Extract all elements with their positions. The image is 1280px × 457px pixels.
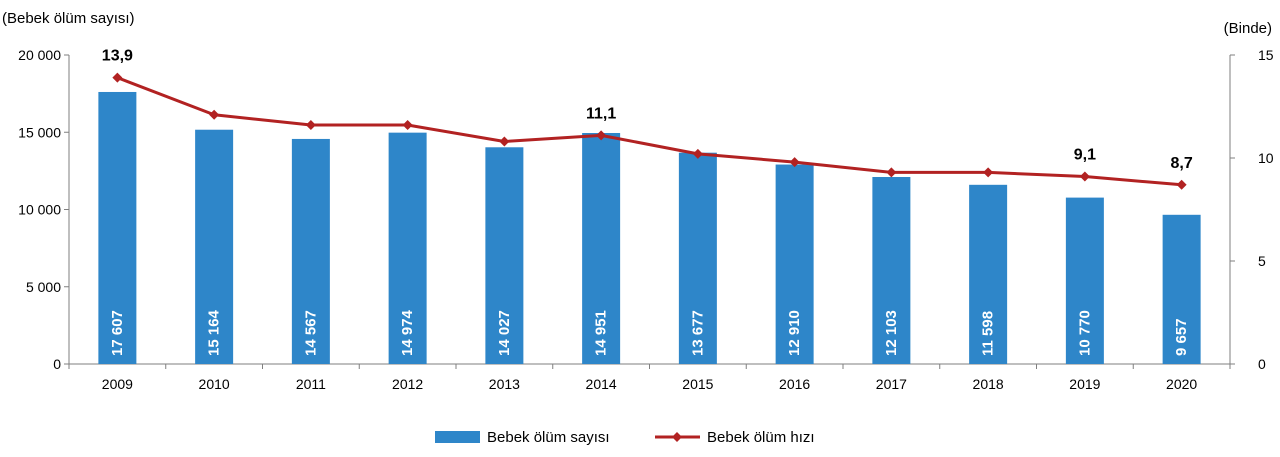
bar-value-label: 14 974 bbox=[399, 309, 416, 356]
right-tick-label: 15 bbox=[1258, 47, 1274, 63]
rate-marker bbox=[789, 157, 800, 168]
x-tick-label: 2014 bbox=[586, 376, 617, 392]
x-tick-label: 2017 bbox=[876, 376, 907, 392]
x-tick-label: 2016 bbox=[779, 376, 810, 392]
x-tick-label: 2019 bbox=[1069, 376, 1100, 392]
bar-value-label: 10 770 bbox=[1076, 310, 1093, 356]
right-axis-title: (Binde) bbox=[1224, 20, 1272, 37]
rate-marker bbox=[1079, 171, 1090, 182]
legend: Bebek ölüm sayısı Bebek ölüm hızı bbox=[435, 429, 815, 446]
bar bbox=[872, 177, 911, 364]
rate-value-label: 8,7 bbox=[1171, 155, 1193, 172]
bar-value-label: 15 164 bbox=[206, 309, 223, 356]
right-tick-label: 5 bbox=[1258, 253, 1266, 269]
rate-marker bbox=[692, 148, 703, 159]
bar-value-label: 12 103 bbox=[883, 310, 900, 356]
rate-marker bbox=[1176, 179, 1187, 190]
rate-marker bbox=[983, 167, 994, 178]
rate-marker bbox=[499, 136, 510, 147]
bar-value-label: 9 657 bbox=[1173, 318, 1190, 356]
bar-value-label: 14 027 bbox=[496, 310, 513, 356]
bar bbox=[678, 152, 717, 364]
bar bbox=[485, 147, 524, 364]
left-tick-label: 5 000 bbox=[26, 279, 61, 295]
bar-value-label: 11 598 bbox=[980, 311, 997, 356]
legend-bar-swatch bbox=[435, 431, 480, 443]
right-tick-label: 10 bbox=[1258, 150, 1274, 166]
left-axis-title: (Bebek ölüm sayısı) bbox=[2, 10, 135, 27]
bar bbox=[195, 129, 234, 364]
rate-marker bbox=[112, 72, 123, 83]
bar bbox=[291, 138, 330, 364]
rate-value-label: 11,1 bbox=[586, 105, 616, 122]
bar bbox=[969, 184, 1008, 364]
x-tick-label: 2012 bbox=[392, 376, 423, 392]
rate-line bbox=[116, 76, 1182, 187]
rate-marker bbox=[209, 109, 220, 120]
left-tick-label: 15 000 bbox=[18, 124, 61, 140]
left-tick-label: 0 bbox=[53, 356, 61, 372]
rate-marker bbox=[402, 120, 413, 131]
bar bbox=[775, 164, 814, 364]
rate-value-label: 13,9 bbox=[102, 48, 133, 65]
bar bbox=[1162, 214, 1201, 364]
left-tick-label: 20 000 bbox=[18, 47, 61, 63]
bar bbox=[388, 132, 427, 364]
x-tick-label: 2010 bbox=[199, 376, 230, 392]
bar-value-label: 14 951 bbox=[593, 310, 610, 356]
legend-bar-label: Bebek ölüm sayısı bbox=[487, 429, 610, 446]
rate-marker bbox=[886, 167, 897, 178]
x-tick-label: 2009 bbox=[102, 376, 133, 392]
legend-line-label: Bebek ölüm hızı bbox=[707, 429, 815, 446]
bar bbox=[582, 133, 621, 364]
rate-value-label: 9,1 bbox=[1074, 147, 1096, 164]
axes: 0 5 000 10 000 15 000 20 000 0 5 10 15 2009 2010 20… bbox=[18, 47, 1274, 392]
bar-value-label: 17 607 bbox=[109, 310, 126, 356]
line-series: 13,9 11,1 9,1 8,7 bbox=[102, 48, 1193, 190]
legend-line-marker bbox=[672, 432, 682, 442]
bar bbox=[1065, 197, 1104, 364]
bar-value-label: 14 567 bbox=[302, 310, 319, 356]
rate-marker bbox=[305, 120, 316, 131]
x-tick-label: 2018 bbox=[973, 376, 1004, 392]
rate-marker bbox=[596, 130, 607, 141]
left-tick-label: 10 000 bbox=[18, 202, 61, 218]
bar-value-label: 12 910 bbox=[786, 310, 803, 356]
x-tick-label: 2011 bbox=[296, 376, 326, 392]
x-tick-label: 2015 bbox=[682, 376, 713, 392]
bar bbox=[98, 91, 137, 364]
bar-value-label: 13 677 bbox=[689, 310, 706, 356]
x-tick-label: 2020 bbox=[1166, 376, 1197, 392]
bar-series: 17 607 15 164 14 567 14 974 14 027 14 951 13 6… bbox=[98, 91, 1201, 364]
x-tick-label: 2013 bbox=[489, 376, 520, 392]
right-tick-label: 0 bbox=[1258, 356, 1266, 372]
